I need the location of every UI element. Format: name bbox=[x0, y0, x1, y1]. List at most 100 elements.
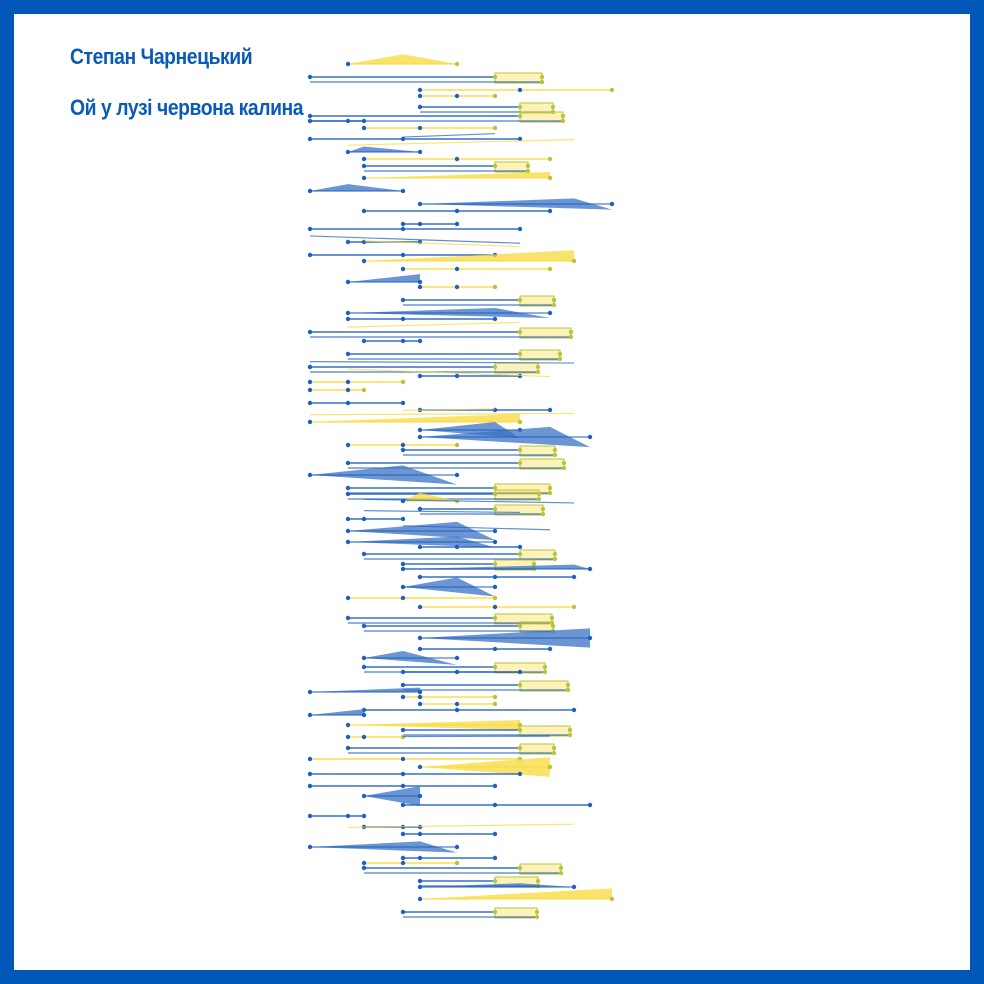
note-dot bbox=[537, 492, 541, 496]
note-dot bbox=[362, 388, 366, 392]
note-dot bbox=[493, 507, 497, 511]
note-dot bbox=[418, 856, 422, 860]
note-dot bbox=[418, 202, 422, 206]
note-dot bbox=[518, 105, 522, 109]
note-dot bbox=[540, 80, 544, 84]
note-dot bbox=[543, 670, 547, 674]
note-dot bbox=[401, 803, 405, 807]
note-dot bbox=[572, 708, 576, 712]
note-dot bbox=[362, 209, 366, 213]
note-dot bbox=[562, 461, 566, 465]
note-dot bbox=[346, 352, 350, 356]
note-dot bbox=[401, 227, 405, 231]
note-dot bbox=[493, 856, 497, 860]
note-dot bbox=[572, 605, 576, 609]
melody-segment bbox=[348, 824, 574, 827]
melody-segment bbox=[348, 322, 520, 327]
note-dot bbox=[537, 497, 541, 501]
note-dot bbox=[308, 227, 312, 231]
note-dot bbox=[518, 683, 522, 687]
note-dot bbox=[401, 298, 405, 302]
note-dot bbox=[308, 137, 312, 141]
note-dot bbox=[572, 885, 576, 889]
note-dot bbox=[308, 690, 312, 694]
melody-wedge bbox=[348, 274, 420, 282]
note-dot bbox=[308, 473, 312, 477]
melody-segment bbox=[403, 134, 495, 137]
note-dot bbox=[418, 575, 422, 579]
note-dot bbox=[362, 794, 366, 798]
note-dot bbox=[518, 545, 522, 549]
note-dot bbox=[566, 683, 570, 687]
note-dot bbox=[401, 267, 405, 271]
note-dot bbox=[362, 866, 366, 870]
note-dot bbox=[553, 453, 557, 457]
note-dot bbox=[588, 435, 592, 439]
note-dot bbox=[455, 209, 459, 213]
note-dot bbox=[418, 545, 422, 549]
note-dot bbox=[418, 897, 422, 901]
note-dot bbox=[308, 814, 312, 818]
note-dot bbox=[418, 428, 422, 432]
note-dot bbox=[455, 157, 459, 161]
note-dot bbox=[493, 605, 497, 609]
note-dot bbox=[518, 746, 522, 750]
note-dot bbox=[362, 624, 366, 628]
note-dot bbox=[346, 486, 350, 490]
note-dot bbox=[418, 885, 422, 889]
note-dot bbox=[346, 62, 350, 66]
note-dot bbox=[346, 388, 350, 392]
note-dot bbox=[568, 733, 572, 737]
note-dot bbox=[543, 665, 547, 669]
note-dot bbox=[401, 695, 405, 699]
note-dot bbox=[610, 88, 614, 92]
note-dot bbox=[455, 94, 459, 98]
note-dot bbox=[362, 339, 366, 343]
note-dot bbox=[362, 552, 366, 556]
note-dot bbox=[518, 352, 522, 356]
note-dot bbox=[518, 298, 522, 302]
note-dot bbox=[401, 683, 405, 687]
note-dot bbox=[553, 448, 557, 452]
note-dot bbox=[493, 492, 497, 496]
note-dot bbox=[561, 114, 565, 118]
note-dot bbox=[493, 585, 497, 589]
note-dot bbox=[493, 562, 497, 566]
note-dot bbox=[610, 202, 614, 206]
note-dot bbox=[559, 866, 563, 870]
note-dot bbox=[362, 240, 366, 244]
note-dot bbox=[308, 845, 312, 849]
note-dot bbox=[308, 757, 312, 761]
note-dot bbox=[532, 562, 536, 566]
note-dot bbox=[493, 575, 497, 579]
note-dot bbox=[548, 647, 552, 651]
note-dot bbox=[401, 567, 405, 571]
note-dot bbox=[401, 517, 405, 521]
note-dot bbox=[346, 492, 350, 496]
note-dot bbox=[401, 380, 405, 384]
note-dot bbox=[346, 461, 350, 465]
note-dot bbox=[455, 545, 459, 549]
note-dot bbox=[493, 803, 497, 807]
note-dot bbox=[308, 330, 312, 334]
note-dot bbox=[548, 486, 552, 490]
note-dot bbox=[493, 702, 497, 706]
note-dot bbox=[558, 357, 562, 361]
note-dot bbox=[362, 814, 366, 818]
note-dot bbox=[455, 845, 459, 849]
note-dot bbox=[346, 746, 350, 750]
note-dot bbox=[493, 126, 497, 130]
note-dot bbox=[418, 374, 422, 378]
note-dot bbox=[518, 227, 522, 231]
note-dot bbox=[610, 897, 614, 901]
melody-wedge bbox=[364, 172, 550, 178]
note-dot bbox=[455, 656, 459, 660]
note-dot bbox=[493, 365, 497, 369]
note-dot bbox=[455, 222, 459, 226]
note-dot bbox=[418, 636, 422, 640]
note-dot bbox=[535, 910, 539, 914]
note-dot bbox=[418, 702, 422, 706]
note-dot bbox=[418, 222, 422, 226]
note-dot bbox=[401, 784, 405, 788]
note-dot bbox=[569, 335, 573, 339]
